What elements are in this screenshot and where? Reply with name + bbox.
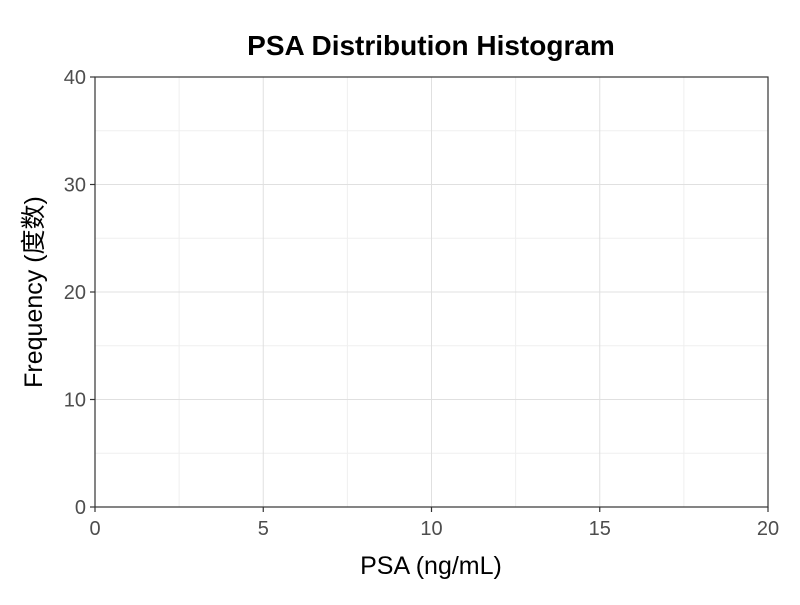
chart-title: PSA Distribution Histogram (247, 30, 615, 61)
y-axis-label: Frequency (度数) (20, 196, 48, 388)
y-axis-ticks: 0 10 20 30 40 (64, 67, 95, 519)
x-tick-label: 10 (420, 518, 442, 540)
y-tick-label: 10 (64, 390, 86, 412)
y-tick-label: 20 (64, 282, 86, 304)
y-tick-label: 30 (64, 175, 86, 197)
y-tick-label: 40 (64, 67, 86, 89)
x-axis-ticks: 0 5 10 15 20 (89, 507, 779, 540)
major-gridlines (94, 76, 769, 508)
x-axis-label: PSA (ng/mL) (360, 552, 502, 580)
x-tick-label: 0 (89, 518, 100, 540)
x-tick-label: 5 (258, 518, 269, 540)
x-tick-label: 15 (589, 518, 611, 540)
x-tick-label: 20 (757, 518, 779, 540)
y-tick-label: 0 (75, 497, 86, 519)
